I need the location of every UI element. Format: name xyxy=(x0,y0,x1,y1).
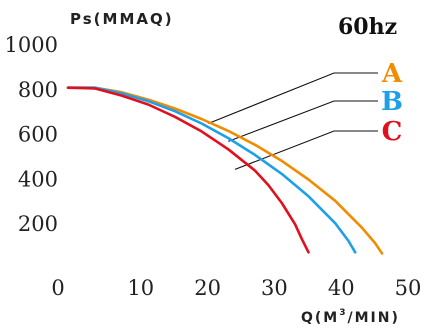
series-line-c xyxy=(66,86,310,254)
series-line-a xyxy=(66,86,384,255)
x-axis-label: Q(M3/MIN) xyxy=(301,308,400,326)
series-lines xyxy=(66,86,384,255)
x-axis-label-sup: 3 xyxy=(339,308,347,318)
x-axis-label-tail: /MIN) xyxy=(348,310,400,326)
x-tick-label: 40 xyxy=(328,276,355,300)
leader-line-a xyxy=(208,72,378,125)
x-tick-label: 10 xyxy=(127,276,154,300)
y-tick-label: 600 xyxy=(18,123,58,147)
x-tick-label: 50 xyxy=(395,276,422,300)
leader-line-b xyxy=(228,100,378,142)
x-tick-label: 20 xyxy=(194,276,221,300)
y-tick-label: 200 xyxy=(18,212,58,236)
x-tick-labels: 0 10 20 30 40 50 xyxy=(51,276,421,300)
frequency-annotation: 60hz xyxy=(338,14,397,40)
y-tick-label: 800 xyxy=(18,78,58,102)
label-leaders xyxy=(208,72,378,170)
x-tick-label: 0 xyxy=(51,276,64,300)
series-label-c: C xyxy=(382,117,403,147)
y-tick-label: 400 xyxy=(18,167,58,191)
leader-line-c xyxy=(234,130,378,170)
y-tick-label: 1000 xyxy=(5,33,58,57)
series-labels: ABC xyxy=(381,59,403,147)
x-tick-label: 30 xyxy=(261,276,288,300)
series-label-b: B xyxy=(381,87,403,117)
y-tick-labels: 1000 800 600 400 200 xyxy=(5,33,58,236)
x-axis-label-main: Q(M xyxy=(301,310,339,326)
y-axis-label: Ps(MMAQ) xyxy=(70,10,174,28)
series-line-b xyxy=(66,86,357,254)
series-label-a: A xyxy=(381,59,403,89)
